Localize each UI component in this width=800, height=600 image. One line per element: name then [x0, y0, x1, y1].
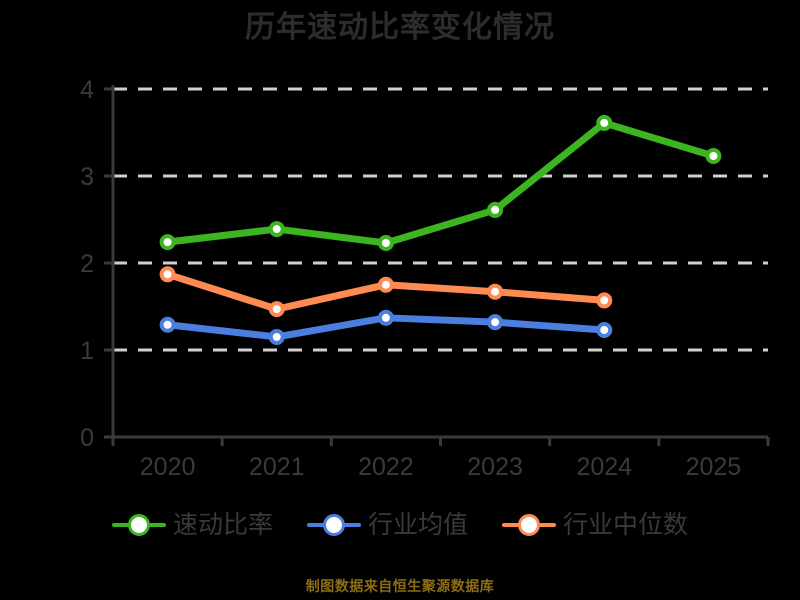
series-行业中位数 — [159, 266, 613, 318]
legend-item-3[interactable]: 行业中位数 — [502, 512, 688, 538]
series-line — [164, 119, 717, 247]
footer-attribution: 制图数据来自恒生聚源数据库 — [305, 578, 495, 594]
y-tick-label: 1 — [80, 337, 94, 365]
legend-item-2[interactable]: 行业均值 — [306, 511, 468, 539]
data-point-marker[interactable] — [268, 328, 285, 345]
x-tick-label: 2025 — [686, 453, 742, 481]
data-point-marker[interactable] — [596, 292, 613, 309]
data-point-marker[interactable] — [377, 276, 394, 293]
legend-item-label: 速动比率 — [172, 511, 273, 539]
data-point-marker[interactable] — [377, 309, 394, 326]
legend-marker-icon — [502, 512, 556, 538]
x-axis — [111, 435, 770, 446]
y-tick-label: 4 — [80, 76, 94, 104]
x-tick-labels: 2020 2021 2022 2023 2024 2025 — [140, 453, 741, 481]
data-point-marker[interactable] — [159, 266, 176, 283]
data-point-marker[interactable] — [596, 321, 613, 338]
y-tick-labels: 0 1 2 3 4 — [80, 76, 94, 452]
series-速动比率 — [159, 114, 722, 251]
data-point-marker[interactable] — [159, 316, 176, 333]
legend-circle-icon — [322, 514, 345, 536]
legend-circle-icon — [127, 514, 150, 536]
data-point-marker[interactable] — [268, 301, 285, 318]
y-tick-label: 2 — [80, 250, 94, 278]
legend-marker-icon — [306, 512, 361, 538]
data-point-marker[interactable] — [487, 201, 504, 218]
legend-circle-icon — [518, 514, 540, 536]
x-tick-label: 2022 — [358, 453, 414, 481]
legend-item-label: 行业中位数 — [563, 511, 689, 539]
data-point-marker[interactable] — [159, 234, 176, 251]
data-point-marker[interactable] — [596, 114, 613, 131]
chart-legend: 速动比率 行业均值 行业中位数 — [0, 512, 800, 538]
data-point-marker[interactable] — [487, 283, 504, 300]
y-tick-label: 0 — [80, 424, 94, 452]
data-point-marker[interactable] — [705, 147, 722, 164]
legend-marker-icon — [111, 512, 166, 538]
x-tick-label: 2020 — [140, 453, 196, 481]
legend-item-label: 行业均值 — [367, 511, 468, 539]
x-tick-label: 2024 — [576, 453, 632, 481]
data-series — [159, 114, 722, 345]
y-tick-label: 3 — [80, 163, 94, 191]
data-point-marker[interactable] — [487, 314, 504, 331]
x-tick-label: 2021 — [249, 453, 305, 481]
x-tick-label: 2023 — [467, 453, 523, 481]
gridlines — [113, 87, 768, 352]
y-axis — [104, 85, 115, 446]
data-point-marker[interactable] — [377, 234, 394, 251]
chart-title: 历年速动比率变化情况 — [245, 11, 555, 44]
series-行业均值 — [159, 309, 613, 345]
data-point-marker[interactable] — [268, 221, 285, 238]
legend-item-1[interactable]: 速动比率 — [111, 511, 273, 539]
